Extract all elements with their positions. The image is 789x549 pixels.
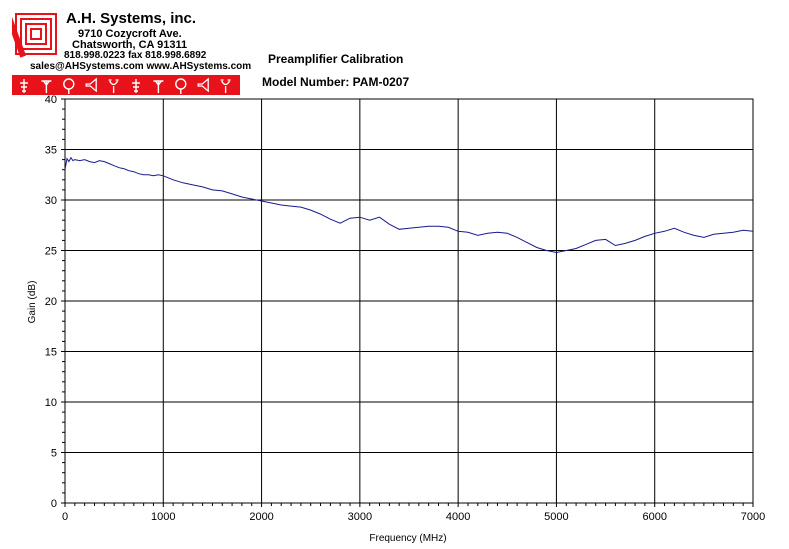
company-header: A.H. Systems, inc. 9710 Cozycroft Ave. C… [8, 4, 251, 96]
x-tick-label: 7000 [741, 511, 765, 523]
company-address-line2: Chatsworth, CA 91311 [72, 39, 188, 51]
x-tick-label: 1000 [151, 511, 175, 523]
y-tick-label: 30 [45, 195, 57, 207]
chart-subtitle: Model Number: PAM-0207 [262, 75, 410, 89]
loop-icon [63, 78, 75, 94]
biconical-icon [220, 79, 231, 93]
antenna-icon-strip [12, 75, 240, 95]
company-phone: 818.998.0223 fax 818.998.6892 [64, 50, 207, 61]
horn-icon [85, 77, 97, 93]
dipole-icon [153, 80, 164, 93]
dipole-icon [41, 80, 52, 93]
loop-icon [175, 78, 187, 94]
company-logo [12, 10, 57, 58]
company-address-line1: 9710 Cozycroft Ave. [78, 28, 182, 40]
y-tick-label: 40 [45, 94, 57, 106]
company-web: sales@AHSystems.com www.AHSystems.com [30, 61, 252, 72]
biconical-icon [108, 79, 119, 93]
x-tick-label: 3000 [348, 511, 372, 523]
x-tick-label: 6000 [642, 511, 666, 523]
antenna-icon [20, 79, 28, 93]
company-name: A.H. Systems, inc. [66, 10, 197, 27]
x-tick-label: 2000 [249, 511, 273, 523]
chart-title: Preamplifier Calibration [268, 52, 404, 66]
y-tick-label: 0 [51, 498, 57, 510]
x-axis-title: Frequency (MHz) [369, 533, 446, 544]
series-line-gain [64, 156, 754, 254]
y-tick-label: 35 [45, 145, 57, 157]
x-tick-label: 5000 [544, 511, 568, 523]
y-tick-label: 15 [45, 347, 57, 359]
x-tick-label: 4000 [446, 511, 470, 523]
horn-icon [197, 77, 209, 93]
y-tick-label: 10 [45, 397, 57, 409]
y-axis-title: Gain (dB) [27, 281, 38, 324]
antenna-icon [132, 79, 140, 93]
x-tick-label: 0 [62, 511, 68, 523]
y-tick-label: 20 [45, 296, 57, 308]
y-tick-label: 25 [45, 246, 57, 258]
y-tick-label: 5 [51, 448, 57, 460]
